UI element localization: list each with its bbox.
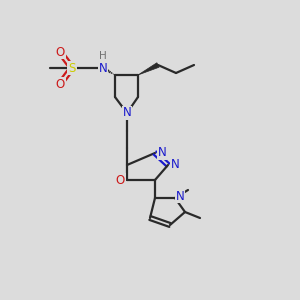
Text: N: N: [123, 106, 131, 119]
Text: O: O: [56, 77, 64, 91]
Text: O: O: [56, 46, 64, 59]
Text: S: S: [68, 61, 76, 74]
Text: H: H: [99, 51, 107, 61]
Text: N: N: [99, 61, 107, 74]
Text: N: N: [171, 158, 179, 172]
Text: N: N: [158, 146, 166, 160]
Polygon shape: [138, 63, 159, 75]
Text: N: N: [176, 190, 184, 202]
Text: O: O: [116, 173, 124, 187]
